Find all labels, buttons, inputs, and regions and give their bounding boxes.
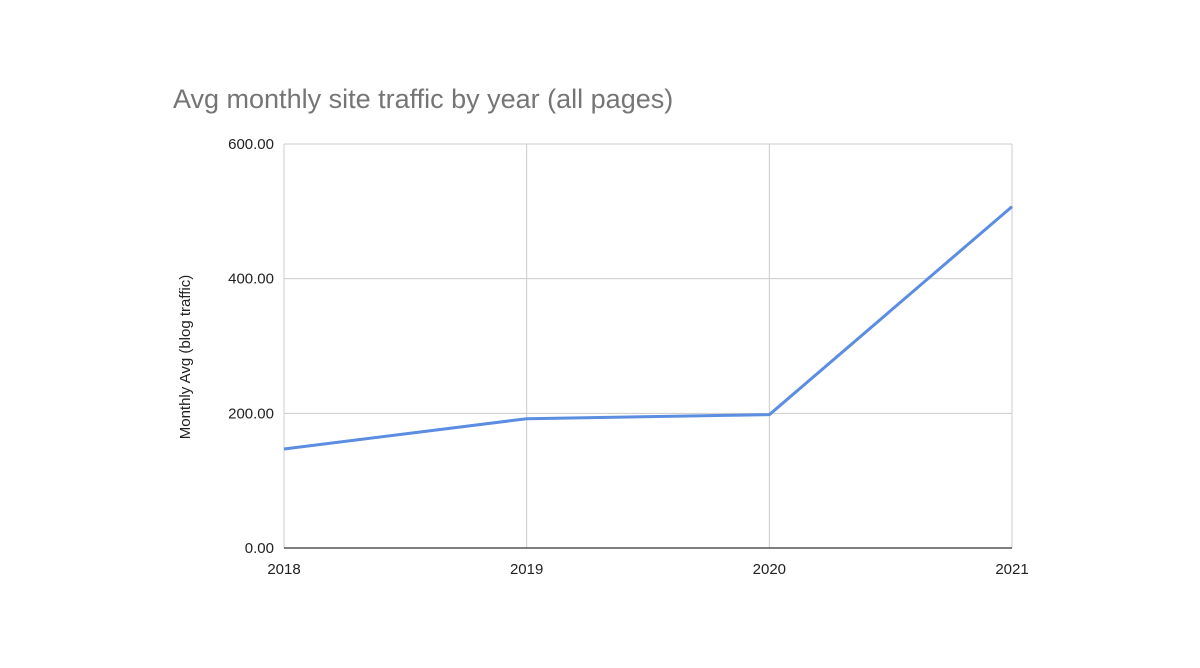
data-line — [283, 205, 1013, 451]
x-tick-label: 2019 — [510, 561, 543, 578]
y-axis-label: Monthly Avg (blog traffic) — [177, 275, 194, 440]
x-tick-label: 2021 — [995, 561, 1028, 578]
y-tick-label: 200.00 — [228, 405, 274, 422]
chart-title: Avg monthly site traffic by year (all pa… — [173, 84, 673, 114]
x-tick-label: 2018 — [267, 561, 300, 578]
y-tick-label: 0.00 — [245, 540, 274, 557]
x-tick-label: 2020 — [753, 561, 786, 578]
y-tick-label: 400.00 — [228, 271, 274, 288]
y-tick-label: 600.00 — [228, 136, 274, 153]
